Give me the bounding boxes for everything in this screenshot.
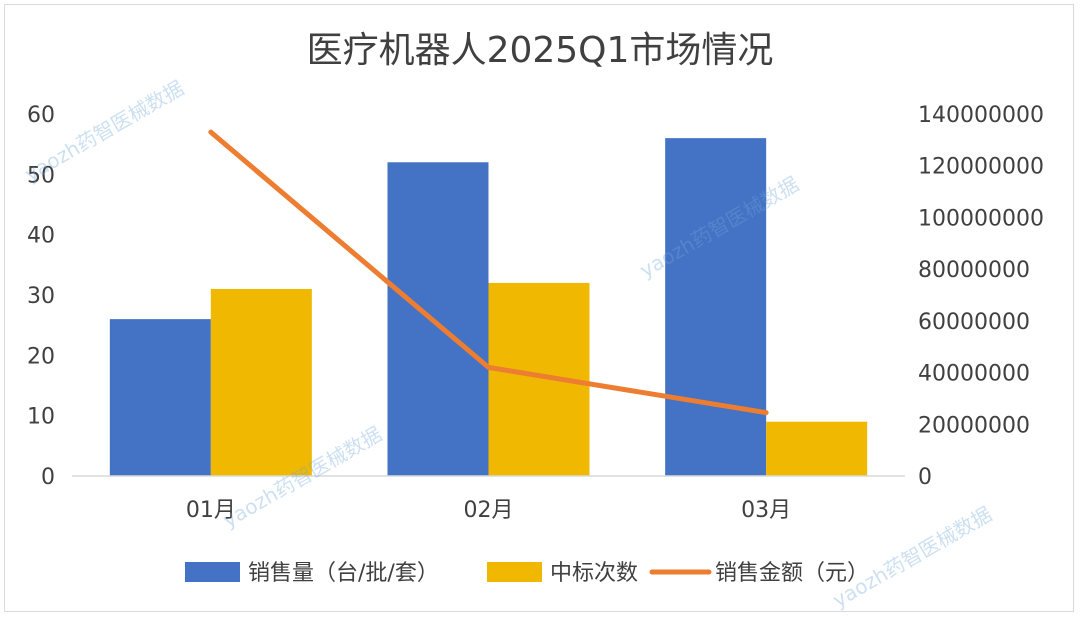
bar	[665, 138, 767, 476]
chart-title: 医疗机器人2025Q1市场情况	[307, 30, 774, 71]
y2-tick-label: 40000000	[918, 362, 1030, 387]
series-line	[208, 129, 769, 416]
legend-label: 销售金额（元）	[715, 561, 869, 586]
y2-tick-label: 0	[918, 465, 932, 490]
legend-swatch	[185, 562, 240, 582]
y-tick-label: 50	[27, 163, 55, 188]
y2-tick-label: 140000000	[918, 103, 1044, 128]
y-tick-label: 40	[27, 224, 55, 249]
lines-group	[208, 129, 769, 416]
y-tick-label: 10	[27, 405, 55, 430]
watermark-text: yaozh药智医械数据	[21, 76, 188, 187]
x-tick-label: 02月	[464, 498, 514, 523]
bar	[109, 319, 211, 476]
bar	[210, 288, 312, 476]
x-tick-label: 01月	[186, 498, 236, 523]
legend-swatch	[487, 562, 542, 582]
y-axis-right: 0 20000000 40000000 60000000 80000000 1000000…	[918, 103, 1044, 490]
watermark-text: yaozh药智医械数据	[829, 502, 996, 613]
legend: 销售量（台/批/套） 中标次数 销售金额（元）	[185, 561, 869, 586]
y2-tick-label: 60000000	[918, 310, 1030, 335]
y-tick-label: 0	[41, 465, 55, 490]
bars-group	[109, 138, 868, 476]
legend-label: 中标次数	[550, 561, 638, 586]
y-tick-label: 20	[27, 344, 55, 369]
y-tick-label: 60	[27, 103, 55, 128]
legend-label: 销售量（台/批/套）	[248, 561, 439, 586]
y2-tick-label: 120000000	[918, 155, 1044, 180]
bar	[766, 421, 868, 476]
x-tick-label: 03月	[741, 498, 791, 523]
y2-tick-label: 100000000	[918, 206, 1044, 231]
y-tick-label: 30	[27, 284, 55, 309]
x-axis: 01月 02月 03月	[186, 498, 791, 523]
y-axis-left: 0 10 20 30 40 50 60	[27, 103, 55, 490]
y2-tick-label: 80000000	[918, 258, 1030, 283]
bar	[387, 162, 489, 476]
y2-tick-label: 20000000	[918, 413, 1030, 438]
